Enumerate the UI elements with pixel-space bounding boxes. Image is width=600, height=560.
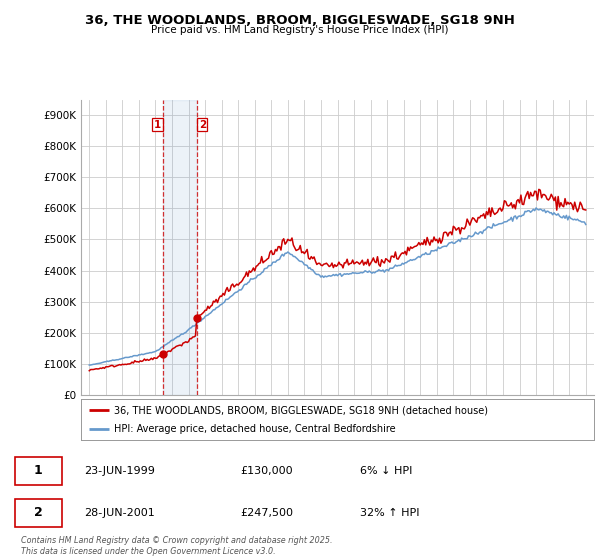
Text: 32% ↑ HPI: 32% ↑ HPI xyxy=(360,508,419,518)
Bar xyxy=(163,100,197,395)
Text: 1: 1 xyxy=(154,119,161,129)
Text: 28-JUN-2001: 28-JUN-2001 xyxy=(84,508,155,518)
Text: £130,000: £130,000 xyxy=(240,466,293,476)
Text: HPI: Average price, detached house, Central Bedfordshire: HPI: Average price, detached house, Cent… xyxy=(115,424,396,433)
Text: 36, THE WOODLANDS, BROOM, BIGGLESWADE, SG18 9NH: 36, THE WOODLANDS, BROOM, BIGGLESWADE, S… xyxy=(85,14,515,27)
Text: 2: 2 xyxy=(199,119,206,129)
Text: 6% ↓ HPI: 6% ↓ HPI xyxy=(360,466,412,476)
Text: £247,500: £247,500 xyxy=(240,508,293,518)
Text: 36, THE WOODLANDS, BROOM, BIGGLESWADE, SG18 9NH (detached house): 36, THE WOODLANDS, BROOM, BIGGLESWADE, S… xyxy=(115,405,488,415)
FancyBboxPatch shape xyxy=(15,500,62,526)
Text: Contains HM Land Registry data © Crown copyright and database right 2025.
This d: Contains HM Land Registry data © Crown c… xyxy=(21,536,332,556)
Text: 1: 1 xyxy=(34,464,43,478)
Text: Price paid vs. HM Land Registry's House Price Index (HPI): Price paid vs. HM Land Registry's House … xyxy=(151,25,449,35)
FancyBboxPatch shape xyxy=(15,458,62,484)
Text: 2: 2 xyxy=(34,506,43,520)
Text: 23-JUN-1999: 23-JUN-1999 xyxy=(84,466,155,476)
